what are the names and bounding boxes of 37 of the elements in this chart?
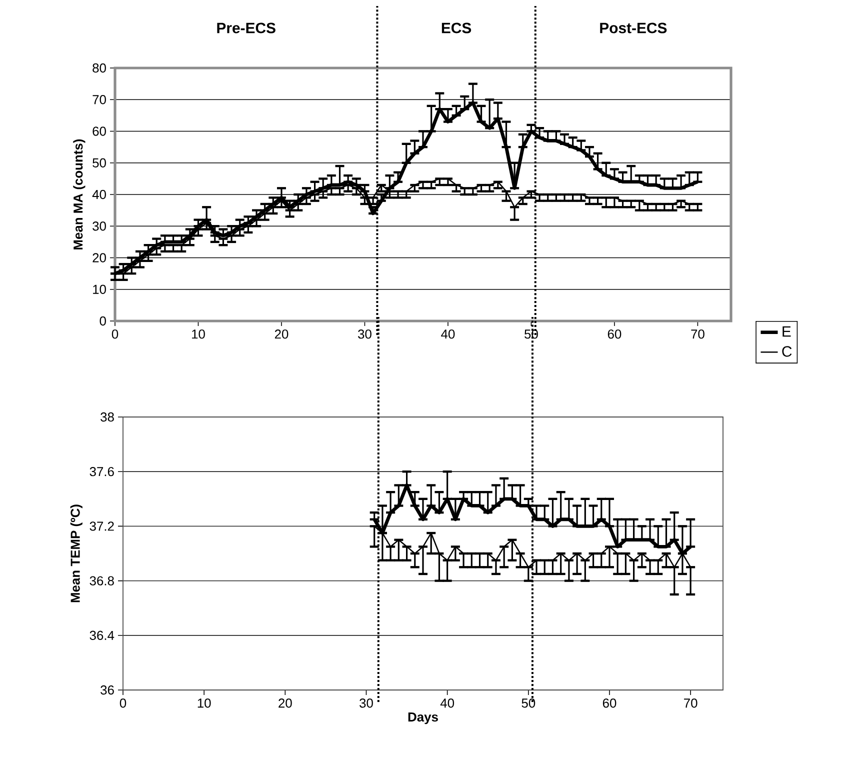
y-tick-label: 70 <box>92 95 106 104</box>
y-tick-label: 30 <box>92 222 106 231</box>
y-tick-label: 80 <box>92 63 106 73</box>
y-axis-title: Mean MA (counts) <box>73 139 86 250</box>
y-tick-label: 36.8 <box>90 576 114 586</box>
x-tick-label: 30 <box>358 330 372 339</box>
x-tick-label: 20 <box>274 330 288 339</box>
text: Pre-ECS <box>217 22 276 34</box>
x-tick-label: 10 <box>198 698 211 708</box>
x-tick-label: 50 <box>522 698 536 708</box>
text: ECS <box>442 22 472 34</box>
x-axis-title: Days <box>408 712 438 724</box>
x-tick-label: 0 <box>120 698 126 708</box>
y-tick-label: 37.6 <box>90 467 114 476</box>
y-tick-label: 38 <box>100 412 114 422</box>
x-tick-label: 40 <box>440 698 454 708</box>
y-tick-label: 36.4 <box>90 630 114 640</box>
y-tick-label: 40 <box>92 190 106 200</box>
y-tick-label: 60 <box>92 126 106 136</box>
x-tick-label: 60 <box>608 330 622 339</box>
x-tick-label: 30 <box>360 698 373 708</box>
y-tick-label: 10 <box>93 284 106 294</box>
x-tick-label: 20 <box>278 698 292 708</box>
text: Post-ECS <box>600 22 667 34</box>
x-tick-label: 60 <box>602 698 616 708</box>
y-axis-title: Mean TEMP (ºC) <box>70 504 82 602</box>
x-tick-label: 40 <box>441 330 455 339</box>
y-tick-label: 0 <box>100 316 106 326</box>
y-tick-label: 50 <box>92 158 106 168</box>
x-tick-label: 70 <box>684 698 698 708</box>
y-tick-label: 20 <box>92 253 106 262</box>
x-tick-label: 10 <box>192 330 205 339</box>
y-tick-label: 36 <box>100 685 114 695</box>
x-tick-label: 70 <box>691 330 704 339</box>
legend-label: E <box>782 326 791 337</box>
y-tick-label: 37.2 <box>90 522 114 531</box>
legend-label: C <box>782 346 792 357</box>
